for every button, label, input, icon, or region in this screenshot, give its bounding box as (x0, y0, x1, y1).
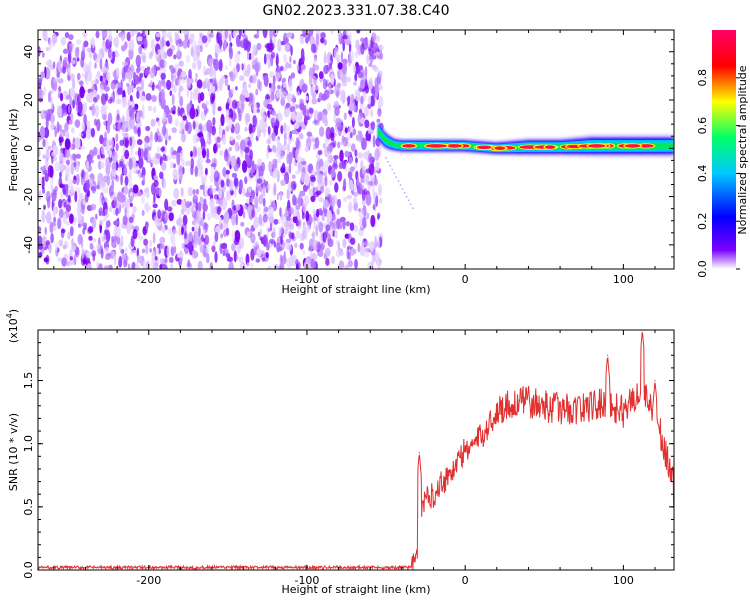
colorbar-tick-label: 0.4 (696, 165, 709, 183)
figure-title: GN02.2023.331.07.38.C40 (263, 3, 450, 19)
snr-panel: -200 -100 0 100 0.0 0.5 1.0 1.5 Height of strai… (5, 309, 675, 596)
snr-ytick-label: 1.0 (22, 435, 35, 453)
snr-ytick-label: 1.5 (22, 372, 35, 390)
band-hotspots (400, 143, 656, 151)
spectrogram-ytick-label: 0 (22, 145, 35, 152)
signal-band (378, 119, 674, 158)
snr-xlabel: Height of straight line (km) (281, 583, 430, 596)
spectrogram-xlabel: Height of straight line (km) (281, 283, 430, 296)
colorbar-label: Normalized spectral amplitude (736, 65, 749, 234)
spectrogram-frame (37, 29, 675, 270)
snr-peak-point (607, 354, 609, 356)
snr-xtick-label: -200 (136, 574, 161, 587)
colorbar: 0.0 0.2 0.4 0.6 0.8 Normalized spectral ampl… (696, 30, 749, 278)
snr-xtick-label: 0 (462, 574, 469, 587)
snr-frame (37, 329, 675, 571)
snr-axes: -200 -100 0 100 0.0 0.5 1.0 1.5 (22, 330, 674, 587)
snr-xtick-label: -100 (294, 574, 319, 587)
snr-xtick-label: 100 (613, 574, 634, 587)
snr-ytick-label: 0.0 (22, 561, 35, 579)
spectrogram-xtick-label: 100 (613, 273, 634, 286)
spectrogram-marks (38, 30, 674, 269)
colorbar-tick-label: 0.0 (696, 260, 709, 278)
colorbar-tick-label: 0.6 (696, 117, 709, 135)
snr-ytick-label: 0.5 (22, 498, 35, 516)
snr-ylabel: SNR (10 * v/v) (7, 413, 20, 491)
spectrogram-ytick-label: 20 (22, 93, 35, 107)
spectrogram-ytick-label: -20 (22, 188, 35, 206)
spectrogram-xtick-label: -200 (136, 273, 161, 286)
spectrogram-ytick-label: -40 (22, 236, 35, 254)
colorbar-tick-label: 0.2 (696, 212, 709, 230)
snr-multiplier: (x104) (5, 309, 20, 343)
snr-marks (38, 330, 674, 570)
spectrogram-ytick-label: 40 (22, 45, 35, 59)
spectrogram-ylabel: Frequency (Hz) (7, 109, 20, 192)
colorbar-ticks: 0.0 0.2 0.4 0.6 0.8 (696, 69, 740, 278)
snr-peak-point (418, 451, 420, 454)
colorbar-gradient (712, 30, 736, 269)
snr-series-line (38, 331, 674, 570)
spectrogram-xtick-label: -100 (294, 273, 319, 286)
noise-region (38, 30, 414, 269)
snr-peak-point (654, 379, 656, 382)
colorbar-tick-label: 0.8 (696, 69, 709, 87)
spectrogram-xtick-label: 0 (462, 273, 469, 286)
snr-peak-point (527, 386, 530, 388)
